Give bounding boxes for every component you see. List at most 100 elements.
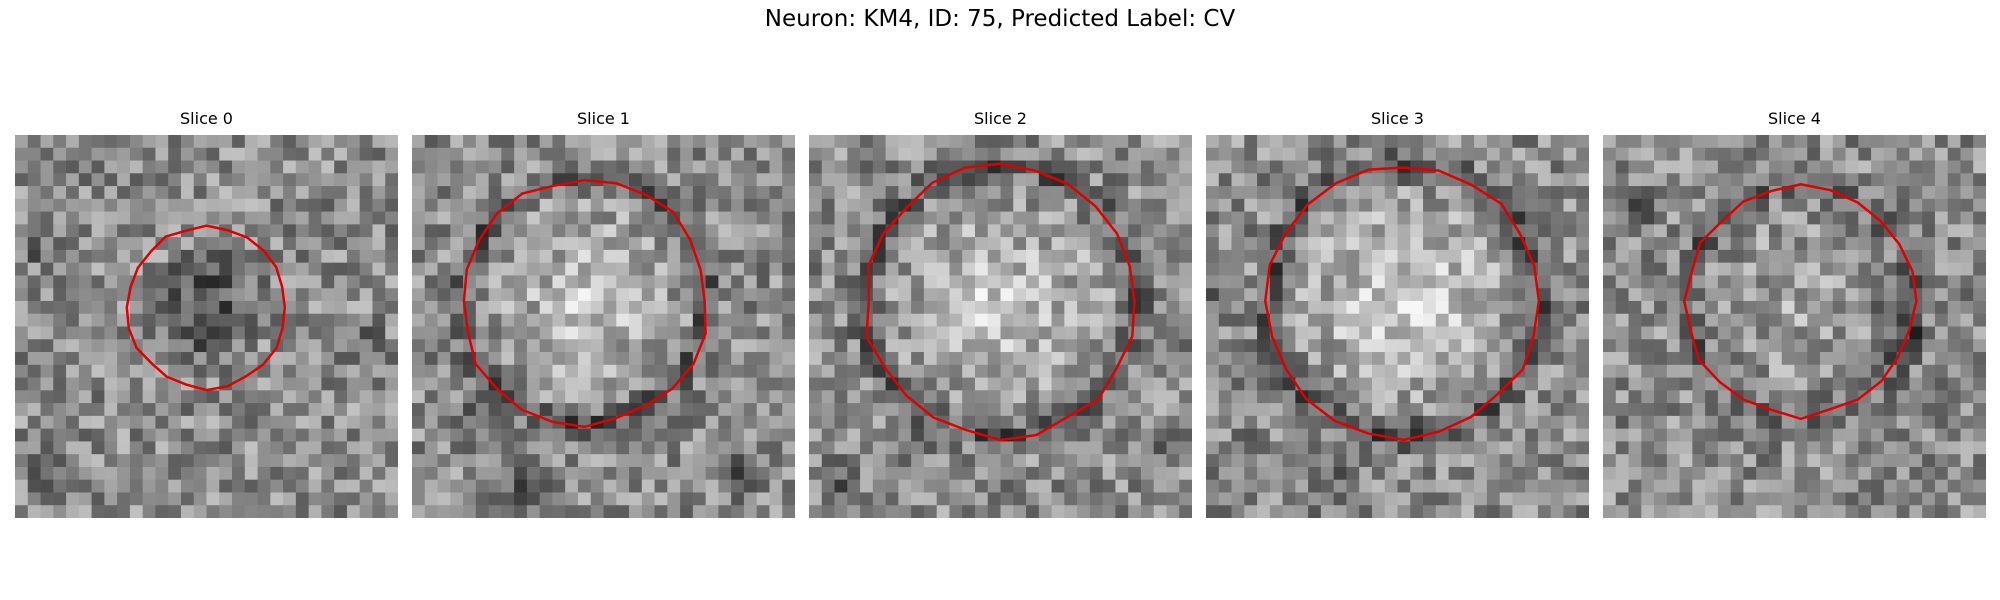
image-pixel xyxy=(1064,135,1078,149)
image-pixel xyxy=(27,300,41,315)
image-pixel xyxy=(1768,415,1783,430)
image-pixel xyxy=(1654,147,1668,161)
image-pixel xyxy=(1896,505,1910,518)
image-pixel xyxy=(1308,300,1322,315)
image-pixel xyxy=(1845,479,1859,493)
image-pixel xyxy=(809,339,823,353)
image-pixel xyxy=(1410,326,1424,340)
image-pixel xyxy=(898,352,912,366)
image-pixel xyxy=(1550,441,1564,455)
image-pixel xyxy=(1871,313,1885,327)
image-pixel xyxy=(1768,147,1783,161)
image-pixel xyxy=(1423,390,1437,404)
image-pixel xyxy=(1960,352,1974,366)
slice-title: Slice 0 xyxy=(180,109,233,128)
image-pixel xyxy=(129,364,144,378)
image-pixel xyxy=(385,173,398,187)
image-pixel xyxy=(1026,147,1040,161)
image-pixel xyxy=(1153,364,1167,378)
image-pixel xyxy=(936,339,950,353)
image-pixel xyxy=(756,224,770,238)
image-pixel xyxy=(885,428,899,442)
image-pixel xyxy=(1410,275,1424,289)
image-pixel xyxy=(1576,326,1589,340)
image-pixel xyxy=(987,249,1001,264)
image-pixel xyxy=(1845,326,1859,340)
image-pixel xyxy=(53,454,67,468)
image-pixel xyxy=(1615,466,1629,481)
image-pixel xyxy=(91,364,105,378)
image-pixel xyxy=(206,313,220,327)
image-pixel xyxy=(1641,224,1655,238)
image-pixel xyxy=(1973,403,1986,417)
image-pixel xyxy=(898,262,912,276)
image-pixel xyxy=(1166,428,1180,442)
slice-title: Slice 2 xyxy=(974,109,1027,128)
image-pixel xyxy=(590,377,604,391)
image-pixel xyxy=(641,313,655,327)
image-pixel xyxy=(91,377,105,391)
image-pixel xyxy=(488,352,502,366)
image-pixel xyxy=(66,198,80,212)
image-pixel xyxy=(680,466,694,481)
image-pixel xyxy=(756,479,770,493)
image-pixel xyxy=(809,173,823,187)
image-pixel xyxy=(1486,364,1501,378)
image-pixel xyxy=(359,237,373,251)
image-pixel xyxy=(565,160,579,174)
image-pixel xyxy=(475,300,489,315)
image-pixel xyxy=(1550,275,1564,289)
image-pixel xyxy=(308,173,322,187)
image-pixel xyxy=(1947,415,1961,430)
image-pixel xyxy=(1781,454,1795,468)
image-pixel xyxy=(450,147,464,161)
image-pixel xyxy=(295,300,310,315)
image-pixel xyxy=(1858,173,1872,187)
image-pixel xyxy=(847,352,861,366)
image-pixel xyxy=(834,403,848,417)
image-pixel xyxy=(142,173,156,187)
image-pixel xyxy=(78,390,92,404)
image-pixel xyxy=(718,224,732,238)
image-pixel xyxy=(180,249,195,264)
image-pixel xyxy=(1730,479,1744,493)
image-pixel xyxy=(809,186,823,200)
image-pixel xyxy=(898,390,912,404)
image-pixel xyxy=(1461,198,1475,212)
image-pixel xyxy=(1333,224,1347,238)
image-pixel xyxy=(244,211,258,225)
image-pixel xyxy=(987,147,1001,161)
image-pixel xyxy=(1410,466,1424,481)
image-pixel xyxy=(1423,505,1437,518)
image-pixel xyxy=(898,147,912,161)
image-pixel xyxy=(308,313,322,327)
image-pixel xyxy=(372,492,386,506)
image-pixel xyxy=(155,390,169,404)
image-pixel xyxy=(424,160,438,174)
image-pixel xyxy=(1038,160,1052,174)
image-pixel xyxy=(270,224,284,238)
image-pixel xyxy=(911,441,925,455)
image-pixel xyxy=(1883,326,1898,340)
image-pixel xyxy=(1628,492,1642,506)
image-pixel xyxy=(821,403,835,417)
image-pixel xyxy=(1000,147,1014,161)
image-pixel xyxy=(705,198,719,212)
image-pixel xyxy=(475,377,489,391)
image-pixel xyxy=(1206,454,1220,468)
image-pixel xyxy=(565,377,579,391)
image-pixel xyxy=(359,479,373,493)
image-pixel xyxy=(1512,160,1526,174)
image-pixel xyxy=(1435,198,1449,212)
image-pixel xyxy=(782,415,795,430)
image-pixel xyxy=(756,441,770,455)
image-pixel xyxy=(193,403,207,417)
image-pixel xyxy=(219,479,233,493)
image-pixel xyxy=(590,275,604,289)
image-pixel xyxy=(1371,211,1386,225)
image-pixel xyxy=(860,415,874,430)
image-pixel xyxy=(193,147,207,161)
image-pixel xyxy=(346,390,361,404)
image-pixel xyxy=(872,300,886,315)
image-pixel xyxy=(193,211,207,225)
